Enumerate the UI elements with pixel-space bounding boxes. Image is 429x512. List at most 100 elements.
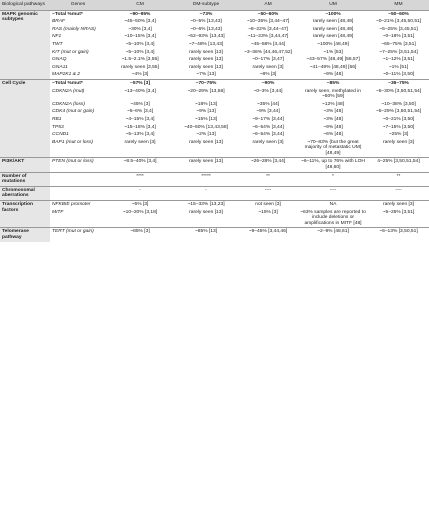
table-row: BAP1 (mut or loss) rarely seen [3] rarely … [0,139,429,158]
value-cell: rarely seen [13] [174,157,238,173]
value-cell: ~7–48% [13,43] [188,41,224,47]
value-cell: ~9–17% [3,44] [252,116,284,122]
gene-cell: ~Total %mut* [50,78,106,88]
table-row: RAS (mainly NRAS) ~30% [3,4] ~0–6% [13,43]… [0,26,429,34]
pathway-cell: Number of mutations [0,171,50,187]
value-cell: rarely seen [13] [189,49,223,55]
value-cell: ~5% [3] [106,200,174,209]
value-cell: ~9% [48] [323,72,343,78]
value-cell: ~2% [13] [196,132,216,138]
pathway-cell: Transcription factors [0,200,50,228]
value-cell: - [174,185,238,201]
table-row: RB1 ~4–15% [3,4] ~15% [13] ~9–17% [3,44] ~3%… [0,116,429,124]
gene-cell: TP53 [52,124,64,130]
gene-cell: CCND1 [52,132,69,138]
value-cell: ** [368,171,429,187]
value-cell: ~15% [13] [194,116,218,122]
value-cell: ~20–29% [13,58] [187,88,225,94]
gene-cell: BRAF [52,19,66,25]
value-cell: ~3–36% [44,46,47,52] [244,49,292,55]
value-cell: ~70–83% (but the great majority of metas… [304,139,362,156]
value-cell: ~3% [48] [323,109,343,115]
table: Biological pathways Genes CM DM-subtype AM UM… [0,0,429,242]
gene-cell: TWT [52,41,63,47]
value-cell: ~7–15% [3,50] [382,124,415,130]
value-cell: ~7–25% [3,51,54] [379,49,418,55]
value-cell: ***** [174,171,238,187]
value-cell: ~5–29% [3,50,51,54] [375,109,422,115]
pathway-cell: MAPK genomic subtypes [0,9,50,80]
table-row: KIT (mut or gain) ~5–10% [3,4] rarely seen… [0,49,429,57]
gene-cell: CDKN2A (mut) [52,88,85,94]
value-cell: ~4% [3] [131,72,149,78]
value-cell: ~6% [48] [323,132,343,138]
table-row: GNAQ ~1.5–2.1% [3,55] rarely seen [13] ~0–1… [0,56,429,64]
gene-cell: MITF [52,209,64,215]
value-cell: ~35% [44] [256,101,280,107]
value-cell: ~15–33% [13,23] [174,200,238,209]
value-cell: ~5–13% [3,50,51] [368,227,429,242]
value-cell: ~85% [13] [174,227,238,242]
value-cell: ~0–5% [13,43] [190,19,222,25]
value-cell: ~8% [3] [259,72,277,78]
value-cell: rarely seen, methylated in ~50% [59] [305,88,361,100]
table-row: CDKN2A (loss) ~45% [3] ~18% [13] ~35% [44] ~… [0,101,429,109]
pathway-cell: Chromosomal aberrations [0,185,50,201]
value-cell: ~5–25% [3,51] [382,209,415,215]
value-cell: ~90–95% [106,9,174,19]
value-cell: ---- [298,185,368,201]
value-cell: ~6–54% [3,44] [252,132,284,138]
value-cell: ~10–38% [3,50] [381,101,416,107]
value-cell: ~5–30% [3,50,51,54] [375,88,422,94]
value-cell: rarely seen [13] [189,139,223,145]
value-cell: rarely seen [48,49] [312,34,354,40]
table-row: Cell Cycle ~Total %mut* ~57% [3] ~70–75% ~90… [0,78,429,158]
value-cell: ~100% [48,49] [317,41,349,47]
value-cell: ~63% samples are reported to include del… [300,209,366,226]
value-cell: ~25% [3] [388,132,409,138]
header-cell: UM [298,0,368,11]
value-cell: ~9% [48] [323,124,343,130]
value-cell: ~85% [3] [106,227,174,242]
gene-cell: KIT (mut or gain) [52,49,89,55]
table-row: CDKN2A (mut) ~13–40% [3,4] ~20–29% [13,58]… [0,88,429,101]
table-body: MAPK genomic subtypes ~Total %mut* ~90–95%… [0,9,429,242]
table-row: CCND1 ~5–13% [3,4] ~2% [13] ~6–54% [3,44] ~6… [0,131,429,139]
value-cell: ~0–17% [3,47] [252,57,284,63]
value-cell: 4–25% [3,50,51,54] [368,157,429,173]
gene-cell: CDK4 (mut or gain) [52,109,95,115]
gene-cell: TERT (mut or gain) [50,227,106,242]
value-cell: ~36–75% [368,78,429,88]
table-row: CDK4 (mut or gain) ~5–6% [3,4] ~9% [13] ~9%… [0,108,429,116]
gene-cell: BAP1 (mut or loss) [52,139,94,145]
gene-cell: NFKBIE promoter [50,200,106,209]
table-row: MAPK genomic subtypes ~Total %mut* ~90–95%… [0,9,429,80]
value-cell: ~0–18% [3,51] [382,34,415,40]
value-cell: rarely seen [48,49] [312,19,354,25]
table-row: TP53 ~15–18% [3,4] ~40–60% [13,43,58] ~6–54… [0,124,429,132]
value-cell: ---- [238,185,298,201]
value-cell: ~0–3% [3,44] [253,88,283,94]
pathway-cell: Telomerase pathway [0,227,50,242]
value-cell: ~5–13% [3,4] [125,132,155,138]
header-cell: MM [368,0,429,11]
header-cell: DM-subtype [174,0,238,11]
table-row: BRAF ~45–50% [3,4] ~0–5% [13,43] ~10–35% [3… [0,18,429,26]
table-row: NF1 ~10–15% [3,4] ~52–93% [13,43] ~11–23% [… [0,33,429,41]
table-row: Chromosomal aberrations - - ---- ---- ---- [0,185,429,201]
gene-cell: NF1 [52,34,62,40]
gene-cell: GNA11 [52,64,68,70]
value-cell: ~11–23% [3,44,47] [247,34,289,40]
value-cell: ~10–20% [3,18] [122,209,158,215]
value-cell: ~9% [3,44] [256,109,280,115]
header-row: Biological pathways Genes CM DM-subtype AM UM… [0,0,429,11]
value-cell: rarely seen [3] [252,139,284,145]
value-cell: rarely seen [3,55] [121,64,159,70]
value-cell: ~9% [13] [196,109,216,115]
value-cell: ~10–35% [3,44–47] [246,19,290,25]
value-cell: ~70–75% [174,78,238,88]
header-cell: CM [106,0,174,11]
gene-cell: MAP2K1 & 2 [52,72,80,78]
value-cell: ~85% [298,78,368,88]
value-cell: rarely seen [13] [189,209,223,215]
